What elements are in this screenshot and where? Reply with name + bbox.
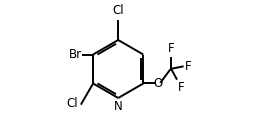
Text: F: F (185, 60, 191, 73)
Text: N: N (114, 100, 122, 113)
Text: F: F (178, 81, 185, 94)
Text: Cl: Cl (66, 97, 78, 110)
Text: Br: Br (69, 48, 82, 61)
Text: F: F (168, 42, 175, 55)
Text: Cl: Cl (112, 4, 124, 17)
Text: O: O (153, 77, 162, 90)
